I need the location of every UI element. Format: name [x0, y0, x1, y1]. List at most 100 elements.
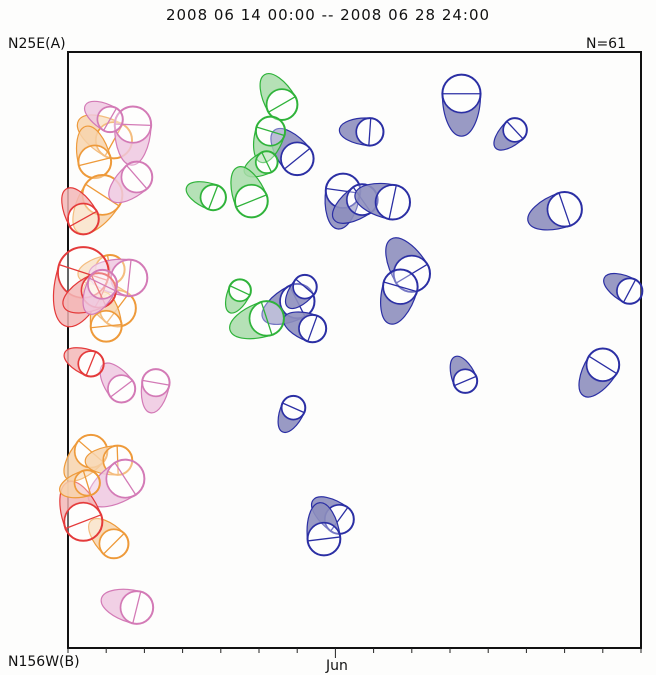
beachball-nodal-plane	[78, 157, 111, 167]
beachball-compression-quadrant	[306, 502, 341, 542]
event-count-label: N=61	[585, 36, 626, 52]
beachball-nodal-plane	[69, 210, 98, 227]
beachball-nodal-plane	[85, 351, 97, 376]
beachball-mark	[99, 362, 137, 404]
beachball-nodal-plane	[282, 402, 305, 414]
beachball-mark	[83, 100, 124, 134]
beachball-compression-quadrant	[75, 125, 112, 166]
beachball-compression-quadrant	[603, 272, 636, 303]
beachball-mark	[380, 268, 419, 325]
beachball-nodal-plane	[82, 470, 92, 496]
beachball-compression-quadrant	[140, 380, 170, 414]
beachball-compression-quadrant	[354, 182, 397, 220]
beachball-nodal-plane	[90, 323, 122, 329]
beachball-nodal-plane	[256, 126, 285, 137]
beachball-nodal-plane	[142, 379, 170, 386]
beachball-mark	[82, 268, 118, 315]
beachball-compression-quadrant	[230, 166, 268, 208]
beachball-compression-quadrant	[282, 311, 318, 342]
beachball-mark	[284, 273, 318, 310]
beachball-nodal-plane	[622, 279, 637, 303]
beachball-mark	[63, 347, 105, 378]
beachball-mark	[59, 469, 101, 499]
beachball-mark	[338, 117, 385, 147]
beachball-nodal-plane	[383, 281, 418, 293]
beachball-compression-quadrant	[259, 73, 296, 113]
beachball-compression-quadrant	[449, 355, 477, 386]
beachball-mark	[229, 300, 285, 340]
beachball-mark	[61, 187, 100, 236]
beachball-compression-quadrant	[83, 100, 117, 131]
beachball-nodal-plane	[114, 462, 137, 496]
beachball-mark	[449, 355, 479, 394]
beachball-nodal-plane	[506, 120, 524, 140]
beachball-nodal-plane	[295, 278, 315, 295]
beachball-compression-quadrant	[84, 445, 119, 476]
beachball-nodal-plane	[126, 259, 132, 297]
beachball-mark	[88, 517, 130, 560]
beachball-compression-quadrant	[261, 285, 306, 325]
beachball-nodal-plane	[58, 264, 108, 281]
beachball-compression-quadrant	[229, 301, 273, 340]
beachball-compression-quadrant	[331, 186, 372, 224]
beachball-mark	[354, 182, 412, 221]
beachball-compression-quadrant	[338, 117, 371, 147]
beachball-nodal-plane	[454, 375, 477, 387]
beachball-mark	[87, 458, 146, 508]
direction-bottom-label: N156W(B)	[8, 654, 80, 670]
beachball-mark	[100, 588, 155, 625]
beachball-nodal-plane	[235, 194, 267, 208]
beachball-layer	[52, 73, 644, 625]
beachball-nodal-plane	[207, 185, 219, 210]
beachball-nodal-plane	[268, 96, 296, 113]
beachball-mark	[493, 117, 528, 151]
beachball-compression-quadrant	[63, 347, 96, 377]
beachball-nodal-plane	[65, 514, 102, 530]
beachball-compression-quadrant	[87, 462, 137, 508]
beachball-mark	[603, 272, 644, 305]
beachball-mark	[185, 181, 227, 212]
beachball-mark	[282, 311, 328, 344]
beachball-mark	[140, 368, 171, 414]
month-axis-label: Jun	[326, 658, 348, 674]
direction-top-label: N25E(A)	[8, 36, 66, 52]
beachball-mark	[578, 347, 621, 398]
beachball-nodal-plane	[110, 379, 133, 398]
beachball-nodal-plane	[103, 532, 125, 555]
beachball-nodal-plane	[307, 315, 318, 342]
beachball-nodal-plane	[388, 185, 397, 220]
beachball-nodal-plane	[558, 192, 571, 226]
beachball-nodal-plane	[260, 301, 273, 336]
beachball-nodal-plane	[588, 355, 618, 375]
beachball-nodal-plane	[330, 507, 349, 532]
beachball-compression-quadrant	[224, 285, 251, 314]
beachball-mark	[441, 73, 482, 137]
beachball-mark	[270, 127, 315, 177]
beachball-mark	[527, 191, 583, 231]
beachball-compression-quadrant	[493, 120, 524, 151]
beachball-mark	[230, 166, 269, 219]
beachball-nodal-plane	[307, 536, 341, 542]
beachball-compression-quadrant	[277, 402, 305, 434]
beachball-mark	[224, 278, 252, 314]
beachball-compression-quadrant	[441, 93, 482, 137]
beachball-compression-quadrant	[114, 124, 152, 166]
beachball-compression-quadrant	[108, 165, 148, 204]
beachball-nodal-plane	[261, 152, 273, 173]
beachball-mark	[108, 160, 154, 204]
beachball-nodal-plane	[325, 187, 361, 194]
beachball-nodal-plane	[368, 118, 372, 146]
beachball-compression-quadrant	[88, 517, 125, 555]
beachball-compression-quadrant	[578, 355, 618, 398]
beachball-mark	[259, 73, 299, 121]
beachball-nodal-plane	[103, 107, 117, 131]
beachball-compression-quadrant	[527, 192, 571, 231]
beachball-compression-quadrant	[385, 237, 428, 284]
beachball-mark	[277, 394, 307, 434]
beachball-compression-quadrant	[284, 278, 315, 310]
tick-marks	[67, 648, 642, 658]
beachball-compression-quadrant	[99, 362, 133, 398]
beachball-nodal-plane	[88, 277, 116, 292]
beachball-compression-quadrant	[61, 187, 98, 227]
